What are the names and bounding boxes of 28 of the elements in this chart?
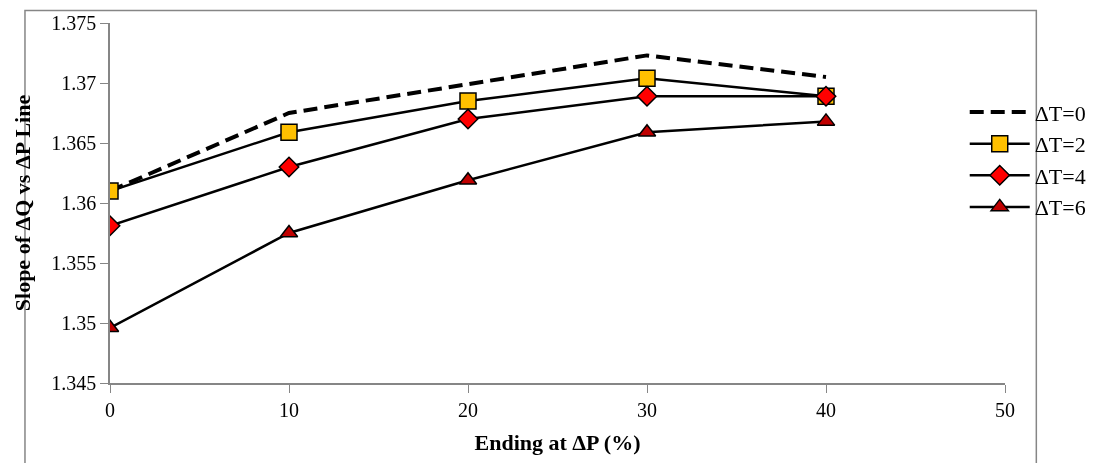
legend-label: ΔT=0 bbox=[1034, 100, 1086, 126]
x-tick-label: 10 bbox=[279, 398, 299, 421]
legend-label: ΔT=4 bbox=[1034, 163, 1086, 189]
y-tick-label: 1.37 bbox=[61, 72, 97, 94]
point bbox=[459, 92, 477, 110]
y-tick-label: 1.355 bbox=[51, 252, 97, 274]
x-tick-label: 30 bbox=[637, 398, 657, 421]
x-tick-label: 0 bbox=[105, 398, 115, 421]
x-tick-label: 50 bbox=[995, 398, 1015, 421]
point bbox=[457, 108, 479, 130]
legend-label: ΔT=2 bbox=[1034, 132, 1086, 158]
y-tick-label: 1.35 bbox=[61, 312, 97, 334]
point bbox=[636, 85, 658, 107]
point bbox=[280, 123, 298, 141]
x-tick-label: 40 bbox=[816, 398, 836, 421]
y-axis-title: Slope of ΔQ vs ΔP Line bbox=[9, 94, 35, 312]
x-tick-label: 20 bbox=[458, 398, 478, 421]
y-tick-label: 1.375 bbox=[51, 12, 97, 34]
point bbox=[638, 69, 656, 87]
point bbox=[458, 171, 478, 185]
y-tick-label: 1.36 bbox=[61, 192, 97, 214]
y-tick-label: 1.365 bbox=[51, 132, 97, 154]
point bbox=[278, 156, 300, 178]
point bbox=[637, 123, 657, 137]
y-tick-label: 1.345 bbox=[51, 372, 97, 394]
point bbox=[279, 224, 299, 238]
legend-label: ΔT=6 bbox=[1034, 195, 1086, 221]
x-axis-title: Ending at ΔP (%) bbox=[474, 430, 641, 456]
